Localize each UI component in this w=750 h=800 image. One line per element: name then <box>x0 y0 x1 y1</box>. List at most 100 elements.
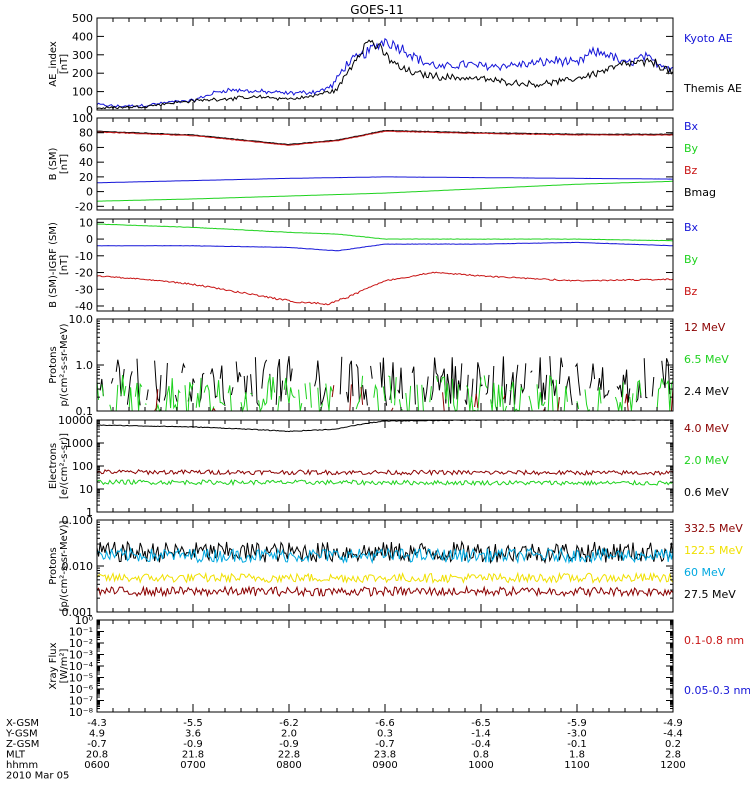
axis-row-value: -0.1 <box>567 739 587 750</box>
axis-row-label: X-GSM <box>6 718 39 729</box>
y-tick-label: 400 <box>72 30 93 43</box>
axis-row-value: 20.8 <box>86 750 108 761</box>
panel-5: 1 10 100 1000 10000 Electrons[e/(cm²-s-sr)] 4.… <box>48 414 729 519</box>
legend-27-5-mev: 27.5 MeV <box>684 588 736 601</box>
y-axis-label-line: Xray Flux <box>48 642 59 689</box>
legend-by: By <box>684 142 699 155</box>
legend-6-5-mev: 6.5 MeV <box>684 353 729 366</box>
series-122-5-mev <box>96 571 674 585</box>
axis-row-value: 2.8 <box>665 750 681 761</box>
legend-bz: Bz <box>684 285 698 298</box>
axis-row-value: -6.5 <box>471 718 491 729</box>
series-bz <box>96 271 674 306</box>
y-tick-label: 500 <box>72 12 93 25</box>
legend-332-5-mev: 332.5 MeV <box>684 522 743 535</box>
legend-2-0-mev: 2.0 MeV <box>684 454 729 467</box>
panel-1: 0 100 200 300 400 500 AE_index[nT] Kyoto AE Them… <box>48 12 742 117</box>
y-tick-label: 80 <box>79 127 93 140</box>
axis-row-value: 0.2 <box>665 739 681 750</box>
axis-row-label: MLT <box>6 750 26 761</box>
y-tick-label: 10⁻⁵ <box>69 672 93 685</box>
axis-row-label: Z-GSM <box>6 739 39 750</box>
date-label: 2010 Mar 05 <box>6 771 69 782</box>
legend-60-mev: 60 MeV <box>684 566 726 579</box>
series-by <box>96 180 673 202</box>
axis-row-value: -1.4 <box>471 729 491 740</box>
panel-6: 0.001 0.010 0.100 Protons[p/(cm²-s-sr-MeV)]… <box>48 514 743 619</box>
axis-row-value: -4.3 <box>87 718 107 729</box>
legend-2-4-mev: 2.4 MeV <box>684 385 729 398</box>
series-kyoto-ae <box>96 37 674 108</box>
series-by <box>96 223 674 242</box>
y-tick-label: 10⁻⁶ <box>69 683 94 696</box>
axis-row-value: 0900 <box>372 760 397 771</box>
y-tick-label: 1 <box>86 506 93 519</box>
y-tick-label: 0.100 <box>62 514 94 527</box>
series-27-5-mev <box>96 540 674 565</box>
y-tick-label: -40 <box>75 300 93 313</box>
y-tick-label: 0.001 <box>62 606 94 619</box>
y-tick-label: 10⁻⁴ <box>69 660 94 673</box>
panel-7: 10⁻⁸10⁻⁷10⁻⁶10⁻⁵10⁻⁴10⁻³10⁻²10⁻¹10⁰ Xray … <box>48 614 750 719</box>
axis-row-value: 4.9 <box>89 729 105 740</box>
y-tick-label: 0.010 <box>62 560 94 573</box>
axis-row-value: 2.0 <box>281 729 297 740</box>
y-tick-label: 100 <box>72 86 93 99</box>
y-tick-label: 20 <box>79 171 93 184</box>
y-axis-label-line: [nT] <box>59 54 70 74</box>
axis-row-value: -0.4 <box>471 739 491 750</box>
y-tick-label: 60 <box>79 141 93 154</box>
axis-row-value: 0600 <box>84 760 109 771</box>
y-tick-label: -10 <box>75 250 93 263</box>
y-tick-label: -30 <box>75 283 93 296</box>
y-axis-label-line: AE_index <box>48 41 59 87</box>
legend-by: By <box>684 253 699 266</box>
y-axis-label-line: Protons <box>48 346 59 383</box>
y-tick-label: 0 <box>86 104 93 117</box>
legend-0-1-0-8-nm: 0.1-0.8 nm <box>684 634 744 647</box>
axis-row-value: -4.4 <box>663 729 683 740</box>
y-tick-label: 1000 <box>65 437 93 450</box>
y-tick-label: 10 <box>79 483 93 496</box>
y-axis-label-line: Protons <box>48 547 59 584</box>
axis-row-value: 3.6 <box>185 729 201 740</box>
axis-row-value: 22.8 <box>278 750 300 761</box>
axis-row-value: 1.8 <box>569 750 585 761</box>
legend-bmag: Bmag <box>684 186 716 199</box>
legend-12-mev: 12 MeV <box>684 321 726 334</box>
legend-122-5-mev: 122.5 MeV <box>684 544 743 557</box>
legend-0-6-mev: 0.6 MeV <box>684 486 729 499</box>
axis-table: X-GSM -4.3 -5.5 -6.2 -6.6 -6.5 -5.9 -4.9 Y-GSM 4.… <box>5 718 686 782</box>
y-axis-label-line: p/(cm²-s-sr-MeV) <box>59 323 70 406</box>
axis-row-value: 0700 <box>180 760 205 771</box>
y-tick-label: 10⁻¹ <box>69 626 93 639</box>
y-tick-label: 200 <box>72 67 93 80</box>
panel-frame <box>96 519 674 613</box>
legend-4-0-mev: 4.0 MeV <box>684 422 729 435</box>
y-tick-label: 10⁻⁷ <box>69 695 93 708</box>
y-tick-label: 0.1 <box>76 405 94 418</box>
legend-kyoto-ae: Kyoto AE <box>684 32 733 45</box>
legend-0-05-0-3-nm: 0.05-0.3 nm <box>684 684 750 697</box>
y-axis-label-line: [nT] <box>59 154 70 174</box>
series-bx <box>96 241 674 252</box>
legend-themis-ae: Themis AE <box>683 82 742 95</box>
y-tick-label: 10000 <box>58 414 93 427</box>
axis-row-value: 23.8 <box>374 750 396 761</box>
y-tick-label: 0 <box>86 186 93 199</box>
y-tick-label: 0 <box>86 233 93 246</box>
legend-bx: Bx <box>684 221 699 234</box>
y-tick-label: 10⁰ <box>75 614 94 627</box>
panel-3: -40 -30 -20 -10 0 10 B (SM)-IGRF (SM)[nT] Bx By B… <box>48 216 699 313</box>
y-axis-label-line: B (SM) <box>48 147 59 180</box>
y-axis-label-line: [p/(cm²-s-sr-MeV)] <box>59 520 70 611</box>
axis-row-value: 1100 <box>564 760 589 771</box>
panel-frame <box>96 419 674 513</box>
axis-row-value: -0.9 <box>279 739 299 750</box>
y-tick-label: -20 <box>75 267 93 280</box>
legend-bz: Bz <box>684 164 698 177</box>
